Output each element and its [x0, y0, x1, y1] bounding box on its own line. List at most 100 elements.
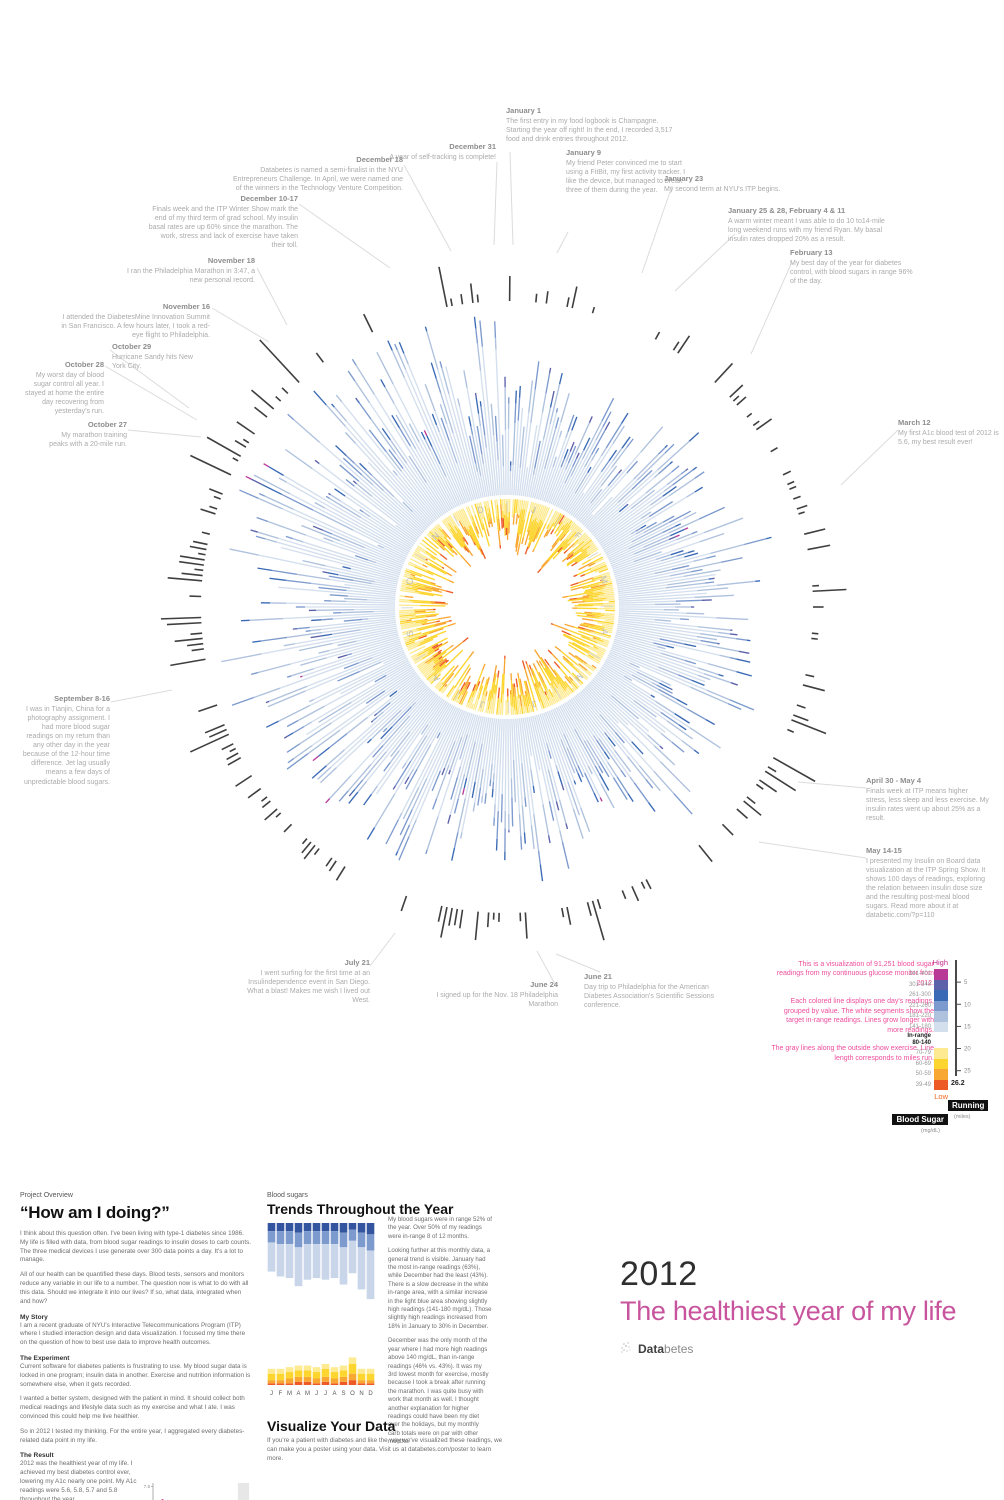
subsection-heading: The Result	[20, 1452, 54, 1460]
annotation-date: January 1	[506, 106, 542, 115]
scale-color-swatch	[934, 969, 948, 980]
blood-sugar-scale: High 341-401 301-340 261-300 221-260 181-220…	[848, 958, 948, 1134]
month-ring-label: D	[476, 504, 485, 515]
annotation-jan1: January 1 The first entry in my food logb…	[506, 106, 678, 144]
result-block: The Result 2012 was the healthiest year o…	[20, 1452, 253, 1500]
project-kicker: Project Overview	[20, 1192, 73, 1199]
bar-month-label: S	[341, 1391, 345, 1397]
scale-range-row: In-range 80-140	[848, 1032, 948, 1048]
running-tick-label: 25	[964, 1069, 971, 1075]
annotation-text: I went surfing for the first time at an …	[247, 969, 370, 1005]
scale-color-swatch	[934, 1048, 948, 1059]
subsection-heading: The Experiment	[20, 1354, 70, 1362]
annotation-date: October 28	[64, 360, 104, 369]
annotation-text: A year of self-tracking is complete!	[389, 153, 496, 161]
annotation-dec10: December 10-17 Finals week and the ITP Wi…	[148, 194, 298, 250]
scale-color-swatch	[934, 979, 948, 990]
scale-color-swatch	[934, 990, 948, 1001]
scale-range-row: 301-340	[848, 979, 948, 990]
scale-range-row: 50-59	[848, 1069, 948, 1080]
trends-heading: Trends Throughout the Year	[267, 1201, 454, 1217]
annotation-may14: May 14-15 I presented my Insulin on Board…	[866, 846, 994, 920]
project-heading: “How am I doing?”	[20, 1203, 170, 1222]
body-paragraph: I think about this question often. I've …	[20, 1230, 252, 1264]
annotation-text: Databetes is named a semi-finalist in th…	[232, 166, 403, 192]
body-paragraph: Current software for diabetes patients i…	[20, 1362, 251, 1388]
annotation-nov18: November 18 I ran the Philadelphia Marath…	[115, 256, 255, 285]
month-ring-label: J	[531, 698, 538, 709]
month-ring-label: M	[598, 575, 610, 585]
bar-month-label: F	[279, 1391, 283, 1397]
month-ring-label: S	[404, 629, 415, 637]
trends-paragraph: My blood sugars were in range 52% of the…	[388, 1216, 492, 1240]
annotation-date: April 30 - May 4	[866, 776, 922, 785]
bar-month-label: M	[287, 1391, 292, 1397]
annotation-jul21: July 21 I went surfing for the first time…	[240, 958, 370, 1005]
month-ring-label: J	[479, 699, 486, 710]
annotation-text: I ran the Philadelphia Marathon in 3:47,…	[126, 267, 255, 284]
title-main: The healthiest year of my life	[620, 1296, 957, 1326]
scale-range-row: 181-220	[848, 1011, 948, 1022]
scale-range-row: 60-69	[848, 1058, 948, 1069]
legend-description: This is a visualization of 91,251 blood …	[770, 960, 934, 1072]
scale-color-swatch	[934, 1058, 948, 1069]
trends-section: Blood sugars Trends Throughout the Year …	[267, 1192, 495, 1445]
visualize-paragraph: If you're a patient with diabetes and li…	[267, 1437, 503, 1462]
annotation-nov16: November 16 I attended the DiabetesMine I…	[60, 302, 210, 340]
annotation-text: I signed up for the Nov. 18 Philadelphia…	[436, 991, 558, 1008]
scale-high-label: High	[932, 958, 948, 967]
legend-paragraph: The gray lines along the outside show ex…	[771, 1045, 934, 1062]
bar-month-label: A	[332, 1391, 336, 1397]
annotation-date: November 18	[207, 256, 255, 265]
annotation-text: My worst day of blood sugar control all …	[25, 371, 104, 416]
blood-sugar-unit: (mg/dL)	[921, 1128, 940, 1134]
scale-range-label: 341-401	[908, 971, 931, 978]
annotation-date: December 10-17	[240, 194, 298, 203]
annotation-date: January 23	[664, 174, 704, 183]
visualize-section: Visualize Your Data If you're a patient …	[267, 1418, 505, 1463]
annotation-text: My first A1c blood test of 2012 is 5.6, …	[898, 429, 999, 446]
scale-range-label: 39-49	[915, 1081, 931, 1088]
scale-range-label: 50-59	[915, 1071, 931, 1078]
annotation-text: A warm winter meant I was able to do 10 …	[728, 217, 885, 243]
a1c-chart-box: 7.57.06.56.05.520042006200820102012 My A…	[140, 1480, 253, 1500]
body-paragraph: I wanted a better system, designed with …	[20, 1395, 245, 1420]
annotation-jun21: June 21 Day trip to Philadelphia for the …	[584, 972, 726, 1010]
annotation-date: December 18	[356, 155, 403, 164]
trends-paragraph: Looking further at this monthly data, a …	[388, 1247, 492, 1330]
annotation-text: My friend Peter convinced me to start us…	[566, 159, 686, 195]
running-tick-label: 5	[964, 980, 968, 986]
annotation-date: October 27	[87, 420, 127, 429]
blood-sugar-badge: Blood Sugar	[892, 1114, 948, 1125]
trends-paragraph: December was the only month of the year …	[388, 1337, 489, 1446]
body-paragraph: So in 2012 I tested my thinking. For the…	[20, 1427, 245, 1444]
month-ring-label: O	[404, 577, 415, 586]
scale-range-row: 70-79	[848, 1048, 948, 1059]
bar-month-label: D	[368, 1391, 373, 1397]
month-ring-label: M	[573, 671, 585, 683]
scale-range-label: 70-79	[915, 1050, 931, 1057]
trends-kicker: Blood sugars	[267, 1192, 308, 1199]
running-scale-axis: 5 10 15 20 25	[955, 960, 971, 1076]
annotation-mar12: March 12 My first A1c blood test of 2012 …	[898, 418, 1000, 447]
body-paragraph: All of our health can be quantified thes…	[20, 1271, 249, 1305]
annotation-jan9: January 9 My friend Peter convinced me to…	[566, 148, 688, 195]
bar-month-label: A	[296, 1391, 300, 1397]
annotation-date: May 14-15	[866, 846, 902, 855]
annotation-text: I presented my Insulin on Board data vis…	[866, 857, 986, 920]
annotation-text: I attended the DiabetesMine Innovation S…	[61, 313, 210, 339]
annotation-date: March 12	[898, 418, 931, 427]
scale-range-label: 301-340	[908, 981, 931, 988]
running-tick-label: 15	[964, 1024, 971, 1030]
annotation-date: July 21	[344, 958, 370, 967]
scale-low-label: Low	[934, 1092, 948, 1101]
scale-color-swatch	[934, 1032, 948, 1048]
annotation-date: December 31	[449, 142, 496, 151]
scale-range-label: 181-220	[908, 1013, 931, 1020]
bar-month-label: N	[359, 1391, 363, 1397]
annotation-date: February 13	[790, 248, 833, 257]
running-scale: 5 10 15 20 25 26.2 Running (miles)	[948, 958, 992, 1120]
visualize-heading: Visualize Your Data	[267, 1418, 396, 1434]
scale-range-row: 261-300	[848, 990, 948, 1001]
